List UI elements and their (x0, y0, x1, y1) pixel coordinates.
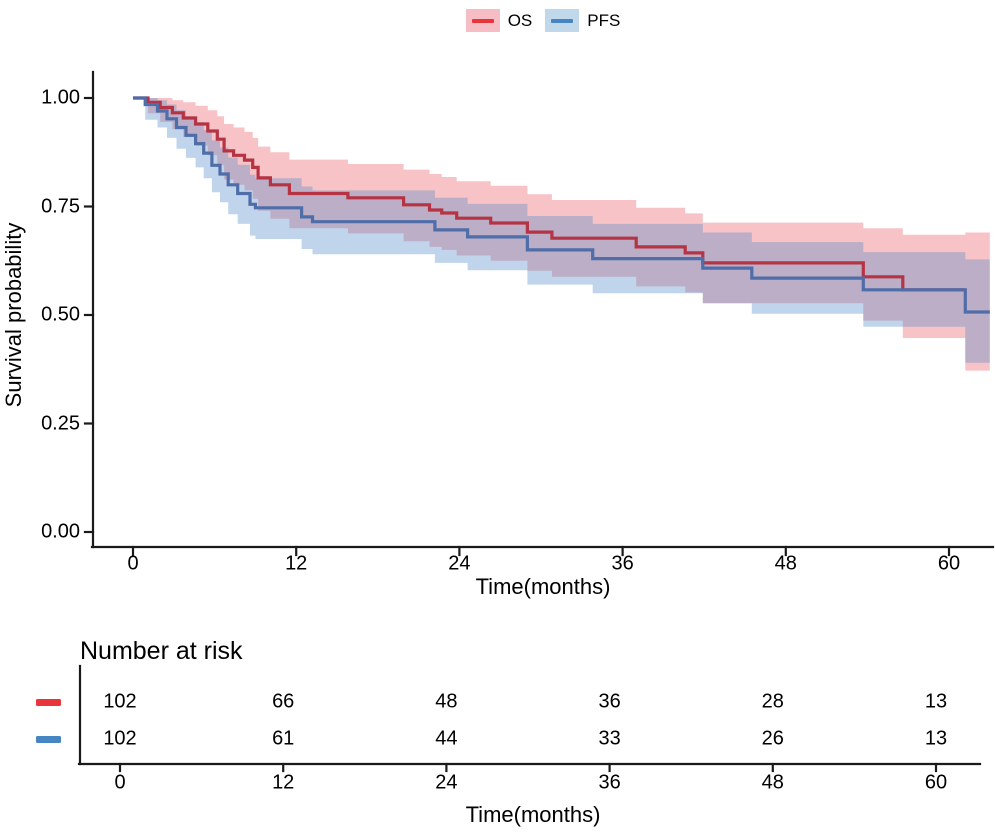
x-axis-title: Time(months) (475, 574, 611, 599)
y-tick-label: 1.00 (41, 86, 80, 109)
risk-count-os: 13 (924, 690, 948, 713)
risk-x-tick-label: 48 (761, 771, 784, 794)
risk-count-os: 36 (598, 690, 621, 713)
risk-count-pfs: 102 (103, 727, 137, 750)
risk-x-tick-label: 0 (114, 771, 126, 794)
x-tick-label: 48 (774, 552, 797, 575)
risk-x-tick-label: 36 (598, 771, 621, 794)
legend-label-os: OS (507, 10, 533, 30)
x-tick-label: 12 (285, 552, 308, 575)
os-confidence-band (133, 98, 990, 371)
legend-item-os: OS (465, 9, 533, 32)
pfs-curve (133, 96, 990, 314)
risk-count-pfs: 13 (924, 727, 948, 750)
y-tick-label: 0.50 (41, 303, 80, 326)
pfs-legend-key-icon (545, 9, 580, 32)
y-axis-title: Survival probability (1, 222, 26, 408)
risk-x-axis-title: Time(months) (465, 802, 601, 827)
os-legend-line-icon (471, 18, 494, 23)
risk-x-tick-label: 12 (272, 771, 295, 794)
risk-count-pfs: 33 (598, 727, 621, 750)
x-tick-label: 60 (937, 552, 961, 575)
y-tick-label: 0.25 (41, 412, 80, 434)
os-row-marker-icon (36, 698, 61, 706)
x-tick-label: 0 (127, 552, 139, 575)
x-tick-label: 36 (611, 552, 634, 575)
pfs-legend-line-icon (551, 18, 574, 23)
y-tick-label: 0.00 (41, 520, 80, 543)
risk-count-os: 66 (272, 690, 295, 713)
legend-label-pfs: PFS (587, 10, 621, 30)
risk-count-pfs: 44 (435, 727, 458, 750)
risk-count-pfs: 61 (272, 727, 295, 750)
y-tick-label: 0.75 (41, 195, 80, 217)
os-curve (133, 96, 966, 292)
risk-x-tick-label: 24 (435, 771, 458, 794)
risk-table-title: Number at risk (80, 637, 243, 665)
pfs-confidence-band (133, 98, 990, 363)
risk-count-os: 48 (435, 690, 458, 713)
x-tick-label: 24 (448, 552, 471, 575)
risk-count-os: 102 (103, 690, 137, 713)
pfs-row-marker-icon (36, 735, 61, 743)
risk-count-os: 28 (761, 690, 784, 713)
risk-count-pfs: 26 (761, 727, 784, 750)
os-legend-key-icon (465, 9, 500, 32)
legend-item-pfs: PFS (545, 9, 620, 32)
risk-x-tick-label: 60 (924, 771, 948, 794)
legend: OS PFS (93, 9, 993, 32)
